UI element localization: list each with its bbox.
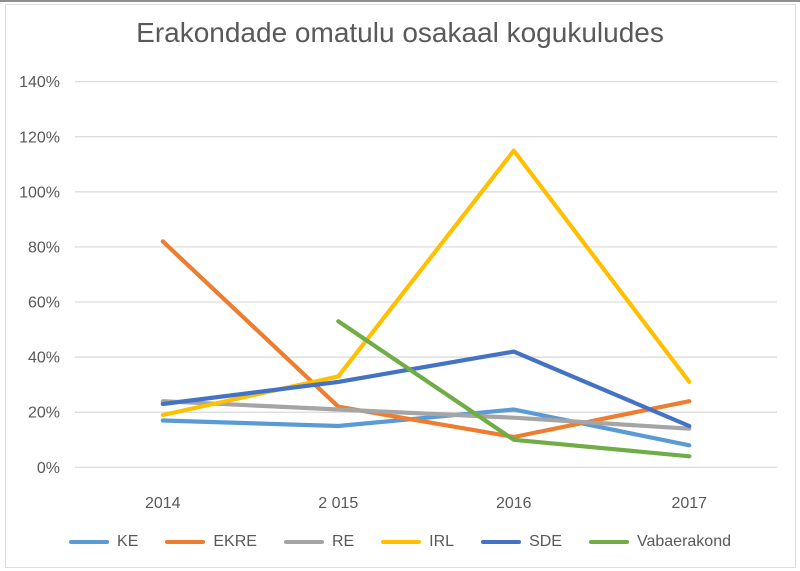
legend-label-re: RE xyxy=(331,533,355,550)
legend-item-ke: KE xyxy=(69,534,138,550)
y-axis-tick-label: 140% xyxy=(19,74,60,91)
y-axis-tick-label: 120% xyxy=(19,129,60,146)
legend-swatch-ekre xyxy=(165,540,206,544)
chart-legend: KE EKRE RE IRL SDE Vabaerakond xyxy=(0,531,800,553)
x-axis-tick-label: 2017 xyxy=(671,495,707,512)
legend-swatch-irl xyxy=(381,540,422,544)
chart-title: Erakondade omatulu osakaal kogukuludes xyxy=(136,17,664,48)
legend-label-ke: KE xyxy=(117,533,139,550)
x-axis-tick-label: 2014 xyxy=(145,495,181,512)
legend-item-sde: SDE xyxy=(481,534,562,550)
x-axis-tick-label: 2 015 xyxy=(318,495,358,512)
y-axis-tick-label: 100% xyxy=(19,184,60,201)
legend-item-vabaerakond: Vabaerakond xyxy=(588,533,731,550)
legend-item-re: RE xyxy=(283,533,355,550)
series-line-re xyxy=(160,399,692,431)
series-line-ke xyxy=(160,407,692,448)
legend-label-ekre: EKRE xyxy=(213,533,257,550)
y-axis-tick-label: 0% xyxy=(37,460,60,477)
legend-label-irl: IRL xyxy=(429,533,455,550)
legend-swatch-sde xyxy=(481,540,522,544)
y-axis-tick-label: 20% xyxy=(28,405,60,422)
series-line-ekre xyxy=(160,239,692,440)
y-axis-tick-label: 60% xyxy=(28,295,60,312)
legend-label-vabaerakond: Vabaerakond xyxy=(636,533,731,550)
legend-label-sde: SDE xyxy=(529,533,562,550)
series-line-irl xyxy=(160,148,692,418)
window-top-border xyxy=(0,0,800,2)
legend-item-ekre: EKRE xyxy=(165,534,257,550)
legend-swatch-ke xyxy=(69,540,110,544)
x-axis-tick-label: 2016 xyxy=(496,495,532,512)
legend-swatch-vabaerakond xyxy=(588,540,629,544)
series-line-vabaerakond xyxy=(336,319,692,459)
legend-swatch-re xyxy=(283,540,324,544)
y-axis-tick-label: 40% xyxy=(28,350,60,367)
y-axis-tick-label: 80% xyxy=(28,239,60,256)
series-line-sde xyxy=(160,349,692,429)
legend-item-irl: IRL xyxy=(381,534,454,550)
